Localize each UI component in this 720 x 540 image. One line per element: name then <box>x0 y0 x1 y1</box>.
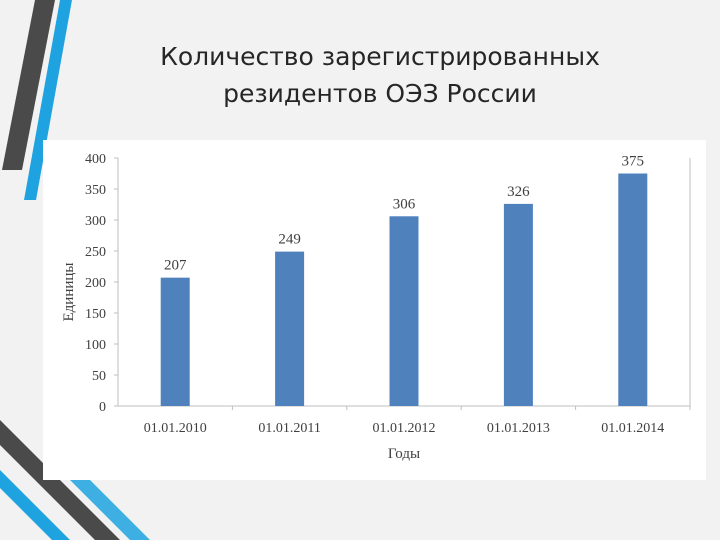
data-label: 326 <box>507 184 530 200</box>
data-label: 306 <box>393 196 416 212</box>
y-tick-label: 200 <box>85 276 106 291</box>
slide-title-line-2: резидентов ОЭЗ России <box>223 79 537 108</box>
bottom-dark-stripe <box>0 420 120 540</box>
data-label: 249 <box>278 232 301 248</box>
bottom-blue-stripe <box>0 470 70 540</box>
x-tick-label: 01.01.2012 <box>373 421 436 436</box>
y-tick-label: 100 <box>85 338 106 353</box>
bar <box>503 203 533 406</box>
bar-chart: 0 50 100 150 200 250 300 350 400 207 01.01.2010 249… <box>61 152 691 462</box>
left-dark-stripe <box>2 0 55 170</box>
slide-title: Количество зарегистрированных резидентов… <box>100 38 660 112</box>
bar <box>275 251 305 406</box>
y-axis-title: Единицы <box>61 263 77 322</box>
y-tick-label: 50 <box>92 369 106 384</box>
bar <box>618 173 648 406</box>
chart-container: 0 50 100 150 200 250 300 350 400 207 01.01.2010 249… <box>43 140 706 480</box>
x-tick-label: 01.01.2013 <box>487 421 550 436</box>
data-label: 375 <box>622 154 645 170</box>
y-tick-label: 300 <box>85 214 106 229</box>
bar <box>389 216 419 406</box>
x-axis-title: Годы <box>388 446 420 462</box>
x-tick-label: 01.01.2010 <box>144 421 207 436</box>
data-label: 207 <box>164 258 187 274</box>
y-tick-label: 250 <box>85 245 106 260</box>
bottom-light-stripe <box>60 470 150 540</box>
y-tick-label: 0 <box>99 400 106 415</box>
y-tick-label: 350 <box>85 183 106 198</box>
x-tick-label: 01.01.2014 <box>601 421 664 436</box>
x-tick-label: 01.01.2011 <box>258 421 320 436</box>
left-blue-stripe <box>24 0 72 200</box>
y-tick-label: 150 <box>85 307 106 322</box>
y-tick-label: 400 <box>85 152 106 167</box>
slide-title-line-1: Количество зарегистрированных <box>160 42 600 71</box>
bar <box>160 277 190 406</box>
